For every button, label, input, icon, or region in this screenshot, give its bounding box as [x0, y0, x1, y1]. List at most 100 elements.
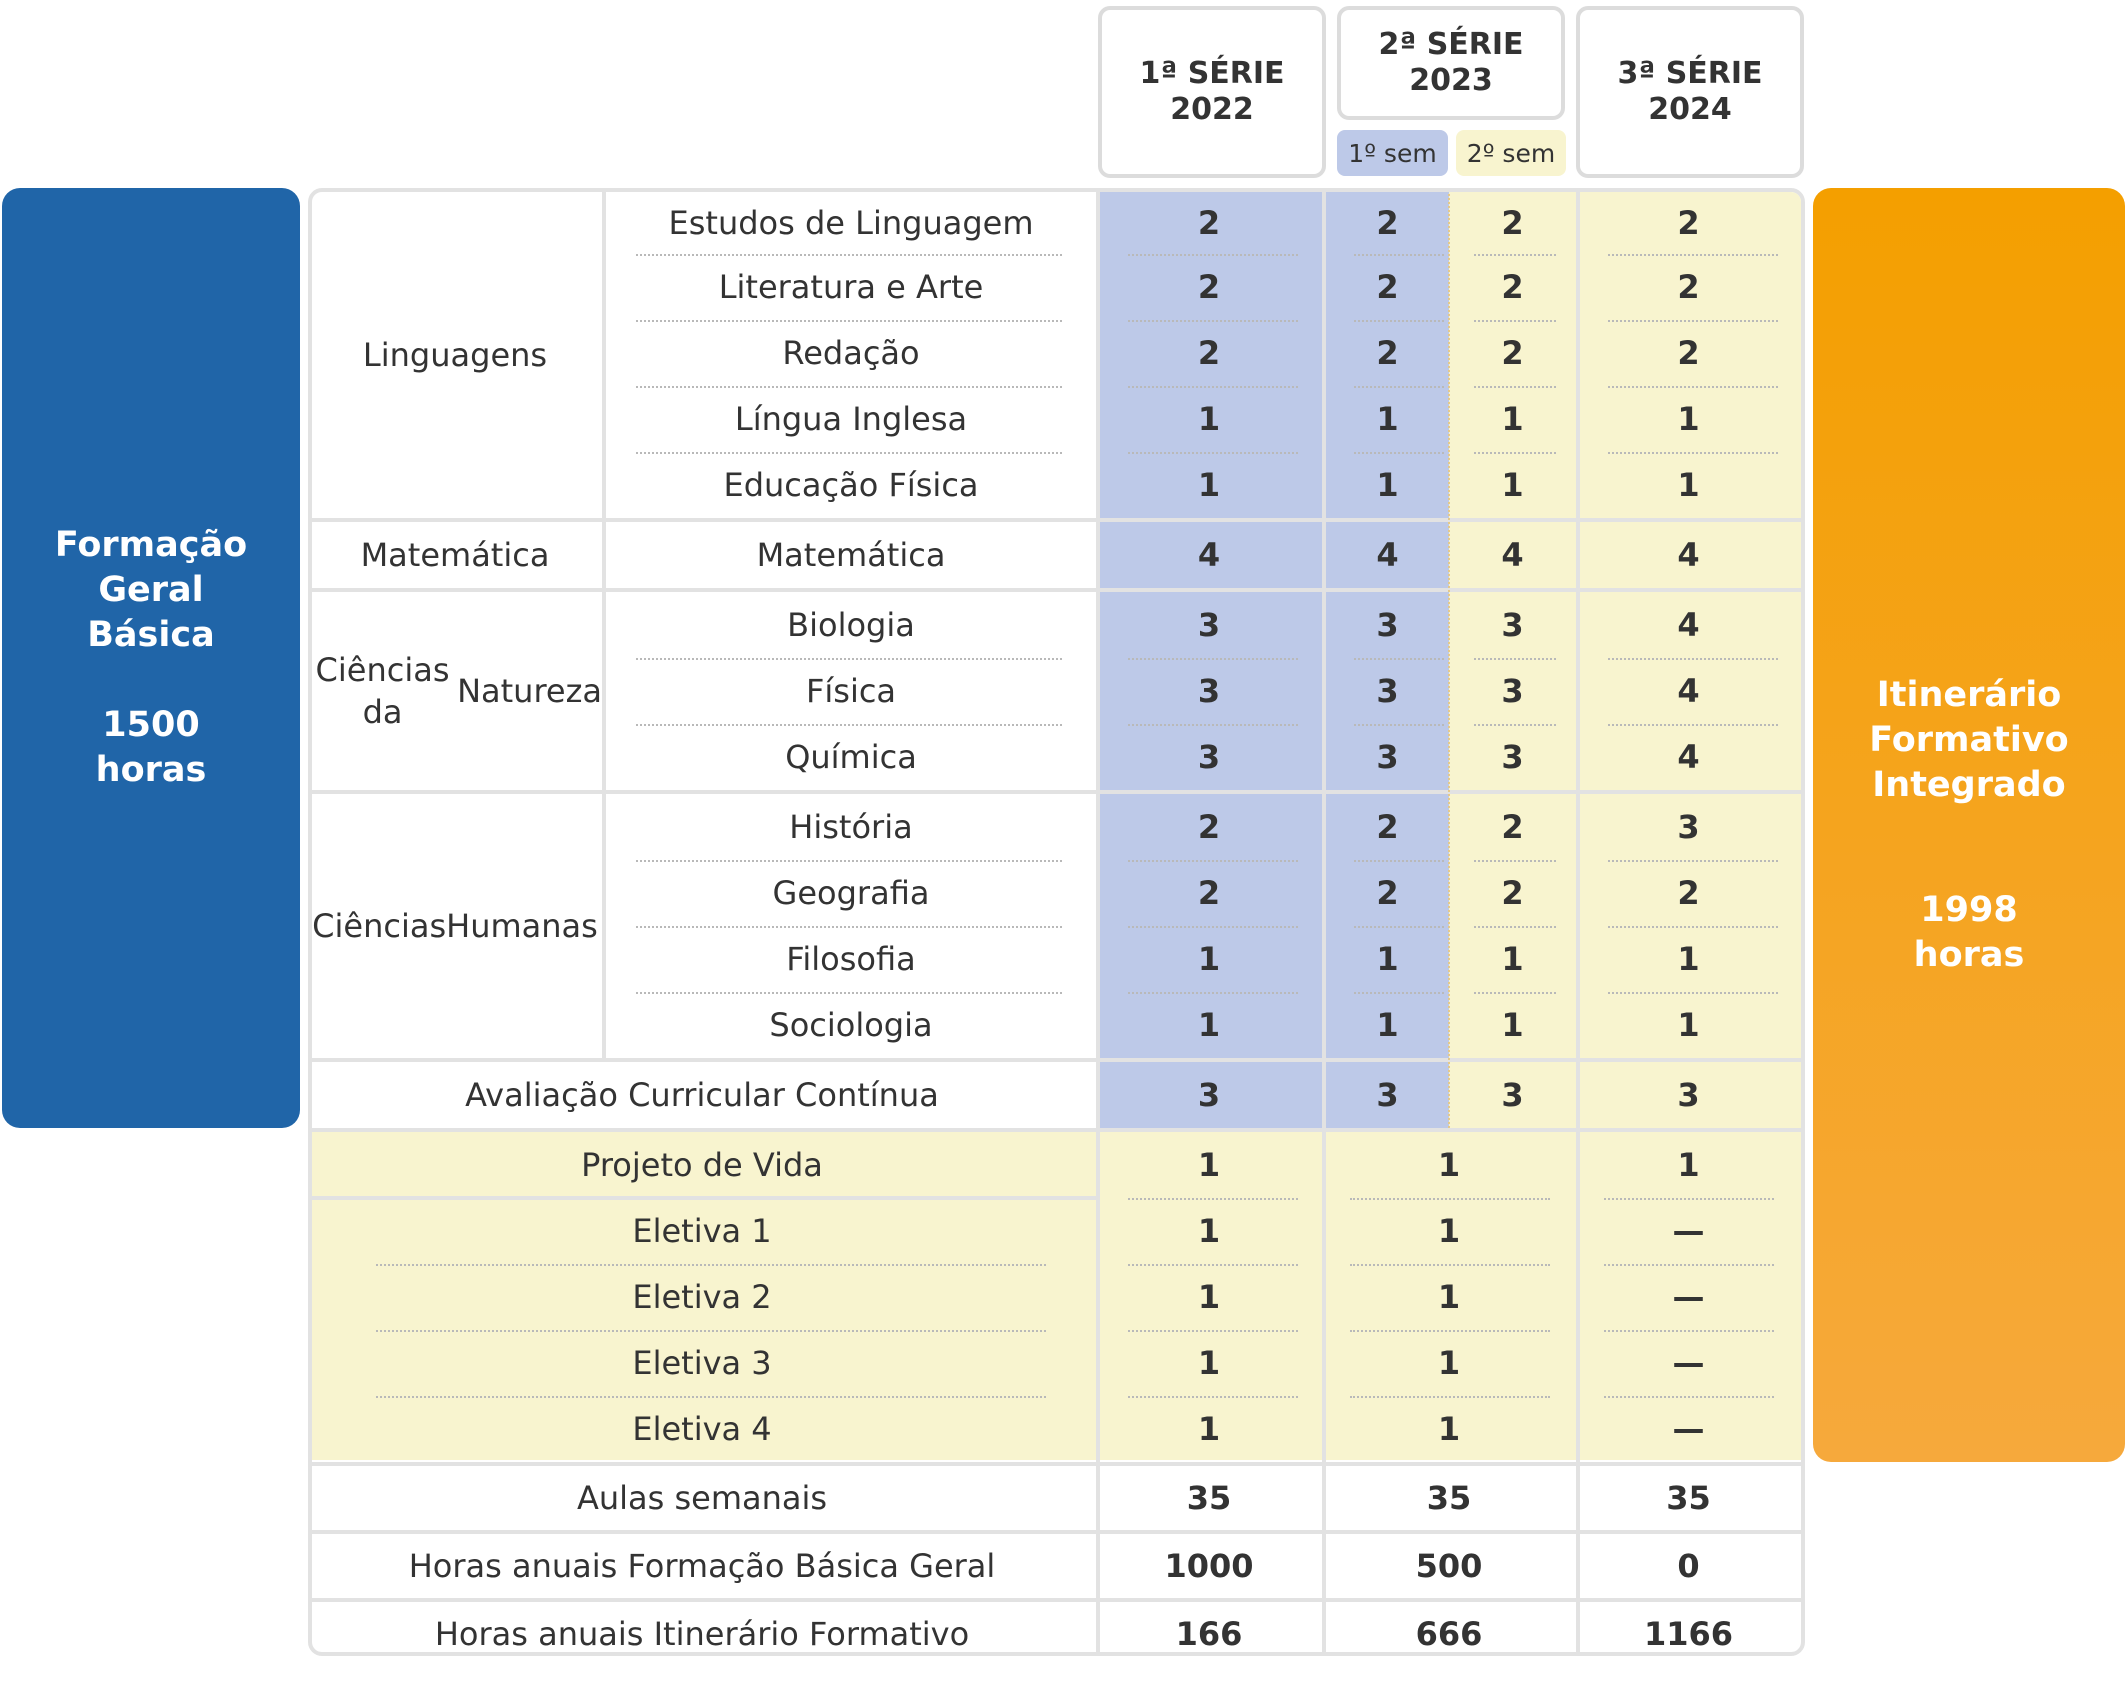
itinerary-value: 1: [1437, 1344, 1461, 1382]
row-divider: [1608, 860, 1778, 862]
subject-value: 1: [1501, 400, 1524, 438]
acc-name: Avaliação Curricular Contínua: [465, 1076, 939, 1114]
total-name: Horas anuais Itinerário Formativo: [434, 1615, 970, 1653]
itinerary-name: Eletiva 2: [632, 1278, 772, 1316]
subject-name: Sociologia: [769, 1006, 933, 1044]
subject-value: 4: [1501, 536, 1524, 574]
serie2-sem1-fill: [1326, 192, 1449, 1128]
subject-value: 3: [1501, 738, 1524, 776]
header-serie-2-label: 2ª SÉRIE: [1378, 27, 1524, 62]
subject-name: Química: [785, 738, 917, 776]
subject-value: 2: [1501, 874, 1524, 912]
subject-name: Geografia: [772, 874, 930, 912]
subject-value: 1: [1197, 1006, 1221, 1044]
fgb-title-line3: Básica: [87, 615, 215, 655]
row-divider: [1474, 860, 1556, 862]
if-hours-unit: horas: [1913, 934, 2025, 975]
row-divider: [376, 1396, 1046, 1398]
total-divider: [312, 1530, 1801, 1534]
itinerary-value: 1: [1197, 1146, 1221, 1184]
total-value: 0: [1677, 1547, 1700, 1585]
row-divider: [1128, 1264, 1298, 1266]
subject-value: 2: [1501, 204, 1524, 242]
row-divider: [1354, 320, 1444, 322]
area-name-line: Ciências: [312, 907, 447, 945]
row-divider: [1350, 1330, 1550, 1332]
subject-value: 1: [1677, 466, 1700, 504]
area-name: Linguagens: [312, 192, 602, 518]
row-divider: [1474, 724, 1556, 726]
subject-name: Biologia: [787, 606, 915, 644]
itinerary-value: 1: [1677, 1146, 1700, 1184]
row-divider: [1128, 452, 1298, 454]
row-divider: [636, 724, 1062, 726]
subject-name: Física: [805, 672, 897, 710]
subject-value: 1: [1197, 940, 1221, 978]
row-divider: [1604, 1198, 1774, 1200]
subject-name: História: [789, 808, 913, 846]
fgb-title-line2: Geral: [98, 570, 204, 610]
row-divider: [636, 452, 1062, 454]
row-divider: [1128, 724, 1298, 726]
subject-value: 2: [1677, 268, 1700, 306]
itinerary-value: 1: [1197, 1344, 1221, 1382]
subject-value: 1: [1376, 466, 1399, 504]
subject-name: Literatura e Arte: [718, 268, 984, 306]
itinerary-name: Projeto de Vida: [581, 1146, 823, 1184]
row-divider: [1474, 926, 1556, 928]
formacao-geral-basica-box: Formação Geral Básica 1500 horas: [2, 188, 300, 1128]
subject-value: 2: [1677, 334, 1700, 372]
area-name: Ciências da Natureza: [312, 592, 602, 790]
subject-value: 3: [1197, 672, 1221, 710]
section-divider: [312, 1462, 1801, 1466]
itinerary-divider: [312, 1196, 1096, 1200]
header-serie-2-year: 2023: [1409, 63, 1493, 98]
subject-name: Estudos de Linguagem: [668, 204, 1034, 242]
row-divider: [636, 926, 1062, 928]
subject-value: 4: [1677, 606, 1700, 644]
itinerary-value: 1: [1437, 1278, 1461, 1316]
sem2-badge: 2º sem: [1456, 130, 1566, 176]
subject-value: 3: [1376, 606, 1399, 644]
fgb-hours: 1500: [102, 705, 200, 745]
row-divider: [1608, 724, 1778, 726]
row-divider: [1608, 452, 1778, 454]
fgb-title-line1: Formação: [54, 525, 248, 565]
row-divider: [1354, 992, 1444, 994]
itinerary-value: 1: [1197, 1278, 1221, 1316]
row-divider: [1608, 658, 1778, 660]
total-name: Horas anuais Formação Básica Geral: [408, 1547, 996, 1585]
total-value: 35: [1186, 1479, 1232, 1517]
itinerary-name: Eletiva 1: [632, 1212, 772, 1250]
subject-name: Matemática: [756, 536, 946, 574]
subject-value: 2: [1197, 268, 1221, 306]
subject-value: 1: [1677, 940, 1700, 978]
subject-value: 2: [1376, 874, 1399, 912]
subject-value: 2: [1677, 874, 1700, 912]
itinerary-value: 1: [1197, 1212, 1221, 1250]
row-divider: [1128, 1396, 1298, 1398]
subject-value: 2: [1197, 334, 1221, 372]
itinerary-value: 1: [1437, 1212, 1461, 1250]
row-divider: [1350, 1198, 1550, 1200]
itinerary-fill: [312, 1128, 1801, 1460]
vgrid-subject: [1096, 192, 1100, 1652]
subject-value: 3: [1197, 606, 1221, 644]
subject-value: 4: [1376, 536, 1399, 574]
subject-value: 2: [1376, 268, 1399, 306]
acc-value: 3: [1501, 1076, 1524, 1114]
area-name-line: Ciências da: [315, 651, 450, 731]
total-name: Aulas semanais: [576, 1479, 828, 1517]
header-serie-1-label: 1ª SÉRIE: [1139, 56, 1285, 91]
itinerary-value: —: [1672, 1278, 1705, 1316]
total-value: 500: [1415, 1547, 1483, 1585]
subject-value: 4: [1677, 536, 1700, 574]
row-divider: [1608, 320, 1778, 322]
row-divider: [1128, 658, 1298, 660]
vgrid-serie2: [1576, 192, 1580, 1652]
fgb-hours-unit: horas: [95, 750, 207, 790]
subject-value: 1: [1197, 466, 1221, 504]
row-divider: [636, 320, 1062, 322]
group-divider: [312, 518, 1801, 522]
row-divider: [1128, 386, 1298, 388]
